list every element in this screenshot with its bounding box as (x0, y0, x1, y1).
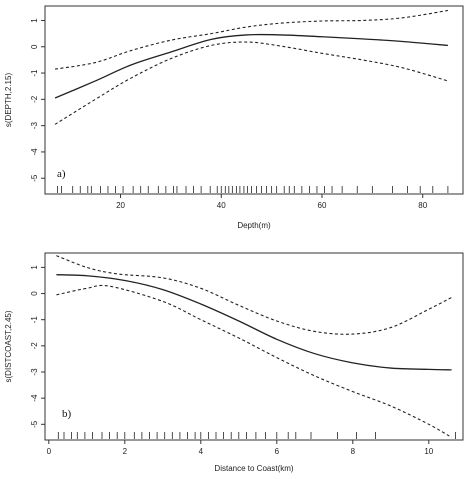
x-tick-label: 80 (418, 201, 427, 210)
upper-confidence-line (56, 255, 452, 335)
y-axis-label: s(DISTCOAST,2.45) (4, 310, 13, 382)
y-tick-label: -2 (30, 95, 39, 103)
y-tick-label: -4 (30, 148, 39, 156)
upper-confidence-line (54, 9, 448, 70)
y-tick-label: -2 (30, 342, 39, 350)
x-tick-label: 6 (275, 447, 280, 456)
y-tick-label: 0 (30, 44, 39, 49)
y-axis-label: s(DEPTH,2.15) (4, 73, 13, 128)
y-tick-label: -5 (30, 420, 39, 428)
y-tick-label: 0 (30, 291, 39, 296)
smooth-fit-line (56, 274, 452, 371)
panel-label: b) (62, 408, 72, 420)
panel-label: a) (57, 168, 66, 180)
y-tick-label: -5 (30, 174, 39, 182)
x-tick-label: 60 (318, 201, 327, 210)
plot-frame (44, 5, 464, 195)
x-tick-label: 10 (424, 447, 433, 456)
plot-frame (44, 252, 464, 441)
y-tick-label: -1 (30, 69, 39, 77)
y-tick-label: -4 (30, 394, 39, 402)
smooth-fit-line (54, 33, 448, 99)
x-axis-label: Distance to Coast(km) (214, 464, 293, 473)
x-tick-label: 20 (116, 201, 125, 210)
x-tick-label: 0 (47, 447, 52, 456)
x-tick-label: 40 (217, 201, 226, 210)
x-tick-label: 2 (123, 447, 128, 456)
x-axis-label: Depth(m) (237, 221, 271, 230)
y-tick-label: 1 (30, 18, 39, 23)
x-tick-label: 8 (351, 447, 356, 456)
lower-confidence-line (56, 284, 452, 438)
lower-confidence-line (54, 41, 449, 125)
y-tick-label: -3 (30, 368, 39, 376)
x-tick-label: 4 (199, 447, 204, 456)
y-tick-label: -1 (30, 316, 39, 324)
y-tick-label: -3 (30, 122, 39, 130)
y-tick-label: 1 (30, 265, 39, 270)
panel-depth: 20 40 60 80 1 0 -1 -2 -3 -4 -5 Depth(m) s(DEPTH,2.15… (4, 5, 464, 230)
